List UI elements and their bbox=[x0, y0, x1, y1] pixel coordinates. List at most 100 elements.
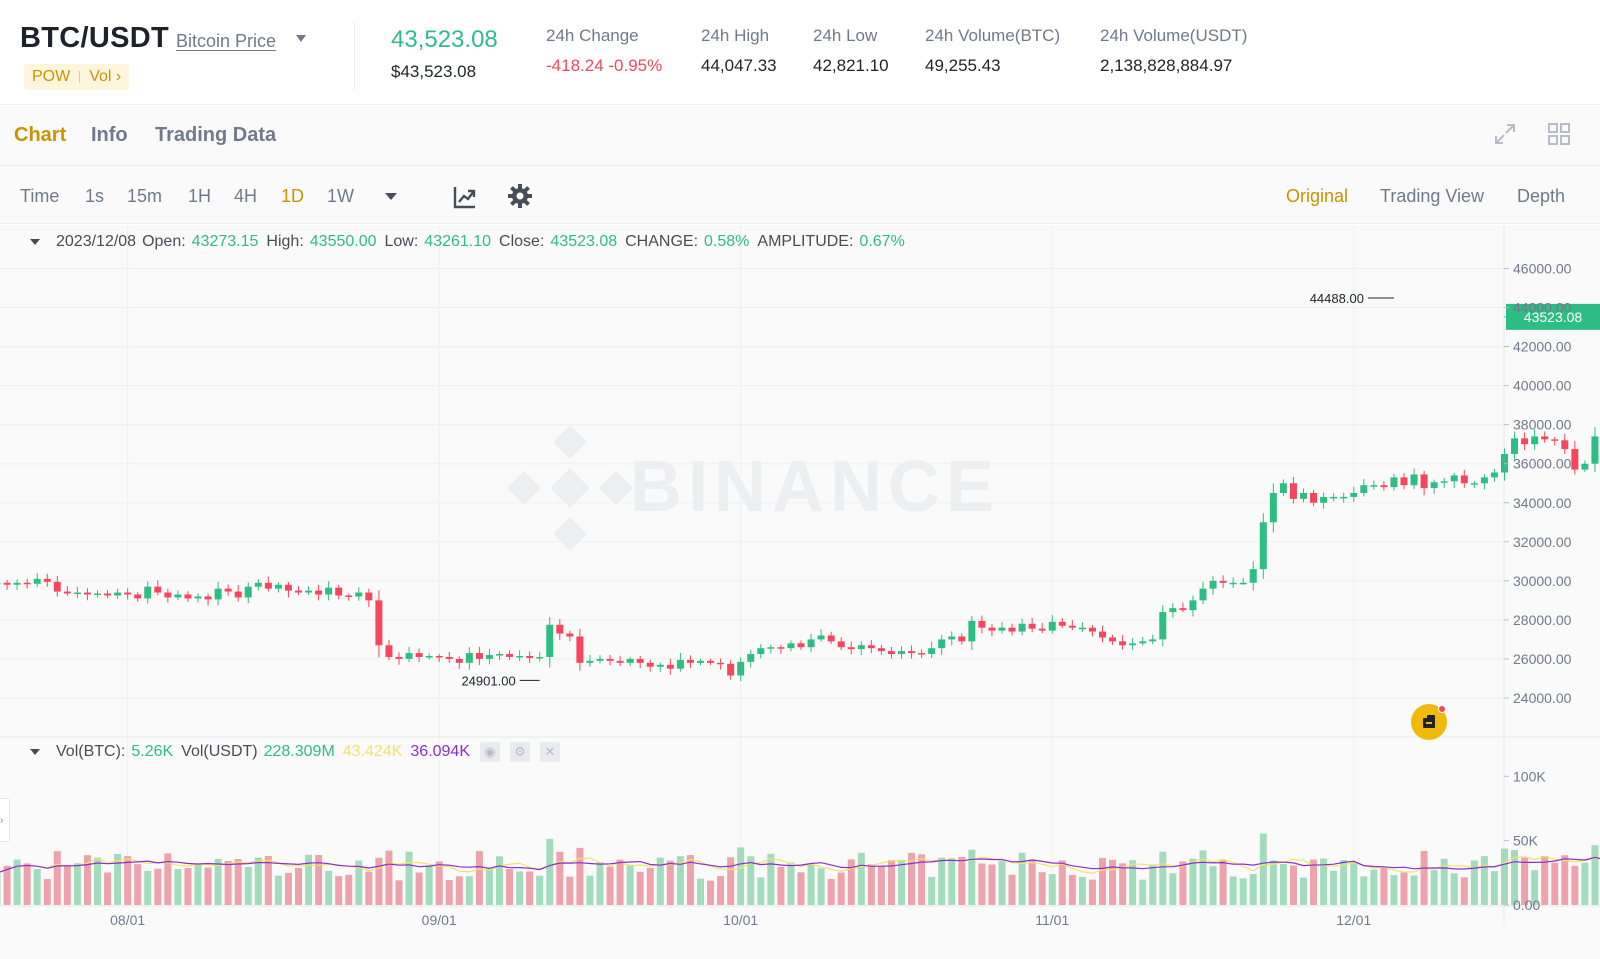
volume-bar-up bbox=[1169, 873, 1177, 905]
candle-down bbox=[1289, 483, 1297, 499]
volume-bar-down bbox=[556, 851, 564, 905]
candle-down bbox=[53, 581, 61, 592]
view-trading-view[interactable]: Trading View bbox=[1380, 186, 1485, 206]
ohlc-amplitude-label: AMPLITUDE: bbox=[757, 233, 854, 250]
volume-bar-down bbox=[385, 850, 393, 905]
volume-bar-up bbox=[174, 868, 182, 905]
candle-up bbox=[1450, 475, 1458, 482]
tab-info[interactable]: Info bbox=[91, 124, 128, 146]
volume-bar-up bbox=[1199, 850, 1207, 905]
timeframe-1w[interactable]: 1W bbox=[327, 186, 354, 206]
volume-bar-down bbox=[1289, 865, 1297, 905]
view-depth[interactable]: Depth bbox=[1517, 186, 1566, 206]
candlestick-chart[interactable]: BINANCE 43523.08 44488.00 24901.00 24000.0… bbox=[0, 225, 1600, 959]
timeframe-1s[interactable]: 1s bbox=[85, 186, 105, 206]
stat-value: 42,821.10 bbox=[813, 56, 889, 75]
timeframe-1h[interactable]: 1H bbox=[188, 186, 212, 206]
candle-down bbox=[837, 641, 845, 648]
volume-bar-up bbox=[1581, 862, 1589, 905]
indicator-chart-icon[interactable] bbox=[452, 184, 478, 210]
volume-bar-down bbox=[284, 872, 292, 905]
candle-down bbox=[1038, 628, 1046, 631]
tab-chart[interactable]: Chart bbox=[14, 124, 67, 146]
volume-bar-down bbox=[877, 866, 885, 905]
volume-bar-down bbox=[978, 863, 986, 905]
candle-up bbox=[1018, 623, 1026, 632]
date-tick-label: 09/01 bbox=[422, 912, 457, 928]
candle-up bbox=[807, 639, 815, 648]
close-icon[interactable]: ✕ bbox=[540, 742, 560, 762]
volume-bar-up bbox=[425, 865, 433, 905]
candle-down bbox=[385, 645, 393, 657]
tag-pow[interactable]: POW bbox=[32, 68, 71, 85]
volume-bar-up bbox=[697, 878, 704, 905]
price-tick-label: 44000.00 bbox=[1513, 300, 1572, 316]
volume-tick-label: 0.00 bbox=[1513, 897, 1540, 913]
tag-vol[interactable]: Vol › bbox=[89, 68, 122, 85]
volume-bar-down bbox=[1109, 859, 1117, 905]
tab-trading-data[interactable]: Trading Data bbox=[155, 124, 277, 146]
timeframe-1d[interactable]: 1D bbox=[281, 186, 305, 206]
candle-down bbox=[375, 600, 383, 646]
volume-bar-down bbox=[204, 867, 212, 905]
volume-bar-up bbox=[1259, 833, 1267, 905]
bitcoin-price-link[interactable]: Bitcoin Price bbox=[176, 31, 277, 51]
expand-sidebar-handle[interactable]: › bbox=[0, 798, 10, 842]
candle-down bbox=[435, 655, 443, 658]
volume-bar-up bbox=[1249, 873, 1257, 905]
candle-down bbox=[1099, 631, 1106, 638]
volume-bar-up bbox=[1340, 860, 1348, 905]
chart-area[interactable]: BINANCE 43523.08 44488.00 24901.00 24000.0… bbox=[0, 225, 1600, 959]
chevron-down-icon[interactable] bbox=[296, 35, 306, 42]
candle-up bbox=[355, 592, 363, 597]
volume-bar-up bbox=[656, 857, 664, 905]
timeframe-15m[interactable]: 15m bbox=[127, 186, 163, 206]
grid-layout-icon[interactable] bbox=[1547, 122, 1571, 146]
candle-down bbox=[1008, 627, 1016, 632]
volume-bar-down bbox=[395, 880, 403, 905]
volume-bar-up bbox=[94, 857, 101, 905]
candle-up bbox=[596, 658, 604, 661]
candle-up bbox=[928, 648, 936, 655]
chevron-down-icon[interactable] bbox=[30, 239, 40, 245]
timeframe-time[interactable]: Time bbox=[20, 186, 60, 206]
volume-bar-down bbox=[445, 880, 453, 905]
volume-bar-up bbox=[998, 861, 1006, 905]
candle-up bbox=[13, 582, 21, 585]
volume-bar-down bbox=[1119, 863, 1127, 905]
volume-bar-down bbox=[1058, 860, 1066, 905]
chevron-down-icon[interactable] bbox=[30, 749, 40, 755]
volume-bar-down bbox=[475, 851, 483, 905]
candle-down bbox=[606, 658, 614, 661]
candle-down bbox=[686, 659, 694, 663]
price-tick-label: 30000.00 bbox=[1513, 573, 1572, 589]
eye-icon[interactable]: ◉ bbox=[480, 742, 500, 762]
volume-bar-down bbox=[1551, 862, 1559, 905]
chevron-down-icon[interactable] bbox=[385, 193, 397, 200]
last-price: 43,523.08 bbox=[391, 26, 498, 53]
candle-up bbox=[1591, 436, 1599, 464]
volume-bar-down bbox=[104, 872, 112, 905]
candle-up bbox=[144, 586, 152, 599]
timeframe-4h[interactable]: 4H bbox=[234, 186, 258, 206]
volume-bar-down bbox=[636, 871, 644, 905]
candle-down bbox=[1058, 621, 1066, 626]
candle-up bbox=[274, 584, 282, 589]
candle-down bbox=[1109, 637, 1117, 642]
price-axis: 24000.00 26000.00 28000.00 30000.00 32000.00… bbox=[110, 261, 1571, 928]
gear-icon[interactable] bbox=[506, 182, 534, 210]
volume-bar-up bbox=[194, 863, 202, 905]
candle-up bbox=[174, 594, 182, 598]
gear-icon[interactable]: ⚙ bbox=[510, 742, 530, 762]
volume-bar-down bbox=[887, 860, 895, 905]
vol-btc-value: 5.26K bbox=[131, 743, 174, 760]
candle-up bbox=[33, 578, 41, 584]
price-markers: 43523.08 44488.00 24901.00 bbox=[461, 291, 1600, 688]
expand-icon[interactable] bbox=[1493, 122, 1517, 146]
volume-bar-down bbox=[295, 867, 302, 905]
tab-bar: Chart Info Trading Data bbox=[0, 106, 1600, 166]
view-original[interactable]: Original bbox=[1286, 186, 1349, 206]
volume-bar-down bbox=[1541, 856, 1549, 905]
volume-bar-down bbox=[827, 878, 835, 905]
candle-up bbox=[1279, 483, 1287, 493]
